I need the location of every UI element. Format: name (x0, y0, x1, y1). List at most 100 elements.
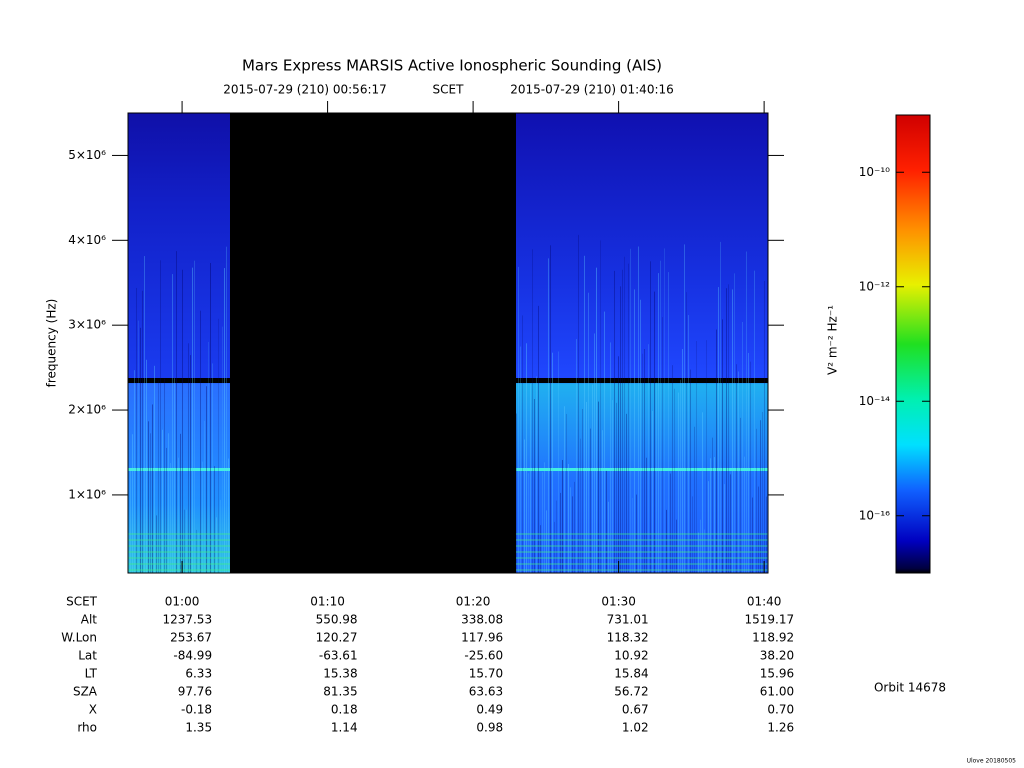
texture (712, 437, 713, 573)
texture (600, 240, 601, 573)
texture (128, 533, 230, 535)
y-tick-label: 3×10⁶ (68, 318, 106, 332)
texture (670, 473, 671, 573)
texture (726, 288, 727, 573)
texture (580, 438, 581, 573)
texture (738, 371, 739, 573)
ephemeris-value: 1519.17 (744, 613, 794, 627)
bright-band (516, 468, 768, 471)
texture (656, 382, 657, 573)
texture (660, 260, 661, 573)
texture (222, 326, 223, 573)
texture (528, 473, 529, 573)
ephemeris-value: -0.18 (181, 703, 212, 717)
texture (562, 460, 563, 573)
ephemeris-value: 0.67 (622, 703, 649, 717)
texture (128, 569, 230, 571)
texture (202, 461, 203, 573)
colorbar-tick-label: 10⁻¹² (859, 279, 890, 293)
ephemeris-value: 81.35 (323, 685, 357, 699)
texture (128, 551, 230, 553)
texture (192, 267, 193, 573)
texture (638, 246, 639, 573)
texture (574, 481, 575, 573)
subtitle-end: 2015-07-29 (210) 01:40:16 (510, 83, 674, 97)
texture (520, 346, 521, 573)
texture (216, 517, 217, 573)
texture (754, 270, 755, 573)
texture (662, 317, 663, 573)
texture (746, 251, 747, 573)
texture (540, 525, 541, 573)
texture (130, 469, 131, 573)
texture (626, 413, 627, 573)
texture (548, 258, 549, 573)
texture (588, 292, 589, 573)
row-label: W.Lon (61, 631, 97, 645)
texture (702, 412, 703, 573)
texture (516, 557, 768, 559)
texture (682, 348, 683, 573)
texture (752, 497, 753, 573)
texture (758, 486, 759, 573)
row-label: SCET (66, 595, 98, 609)
spectrogram-segment (516, 113, 768, 573)
texture (648, 344, 649, 573)
ephemeris-value: 731.01 (607, 613, 649, 627)
y-tick-label: 4×10⁶ (68, 233, 106, 247)
texture (194, 260, 195, 573)
texture (676, 519, 677, 573)
texture (714, 457, 715, 573)
texture (190, 355, 191, 573)
texture (606, 470, 607, 573)
ephemeris-value: 15.96 (760, 667, 794, 681)
texture (732, 289, 733, 573)
texture (538, 305, 539, 573)
texture (532, 249, 533, 573)
ephemeris-value: 1.02 (622, 721, 649, 735)
texture (516, 551, 768, 553)
texture (176, 251, 177, 573)
texture (168, 433, 169, 573)
texture (708, 481, 709, 573)
credit: Ulove 20180505 (967, 758, 1017, 765)
texture (632, 497, 633, 573)
texture (226, 246, 227, 573)
texture (552, 352, 553, 573)
texture (218, 318, 219, 573)
texture (686, 292, 687, 573)
ephemeris-value: 15.38 (323, 667, 357, 681)
texture (178, 457, 179, 573)
row-label: Lat (78, 649, 97, 663)
texture (604, 311, 605, 573)
texture (150, 433, 151, 573)
x-tick-label: 01:00 (165, 595, 200, 609)
texture (184, 509, 185, 573)
row-label: rho (77, 721, 97, 735)
subtitle-middle: SCET (433, 83, 465, 97)
ephemeris-value: -63.61 (319, 649, 358, 663)
texture (730, 474, 731, 573)
texture (564, 406, 565, 573)
ephemeris-value: 0.98 (476, 721, 503, 735)
texture (162, 429, 163, 573)
ephemeris-value: 0.49 (476, 703, 503, 717)
texture (576, 339, 577, 573)
texture (188, 343, 189, 573)
texture (612, 400, 613, 573)
orbit: Orbit 14678 (874, 681, 946, 695)
texture (524, 439, 525, 573)
texture (568, 463, 569, 573)
texture (146, 359, 147, 573)
texture (544, 462, 545, 573)
texture (766, 496, 767, 573)
texture (198, 532, 199, 573)
texture (598, 401, 599, 573)
texture (596, 267, 597, 573)
texture (674, 388, 675, 573)
texture (692, 496, 693, 573)
texture (142, 290, 143, 573)
texture (128, 563, 230, 565)
x-tick-label: 01:30 (601, 595, 636, 609)
texture (610, 342, 611, 573)
